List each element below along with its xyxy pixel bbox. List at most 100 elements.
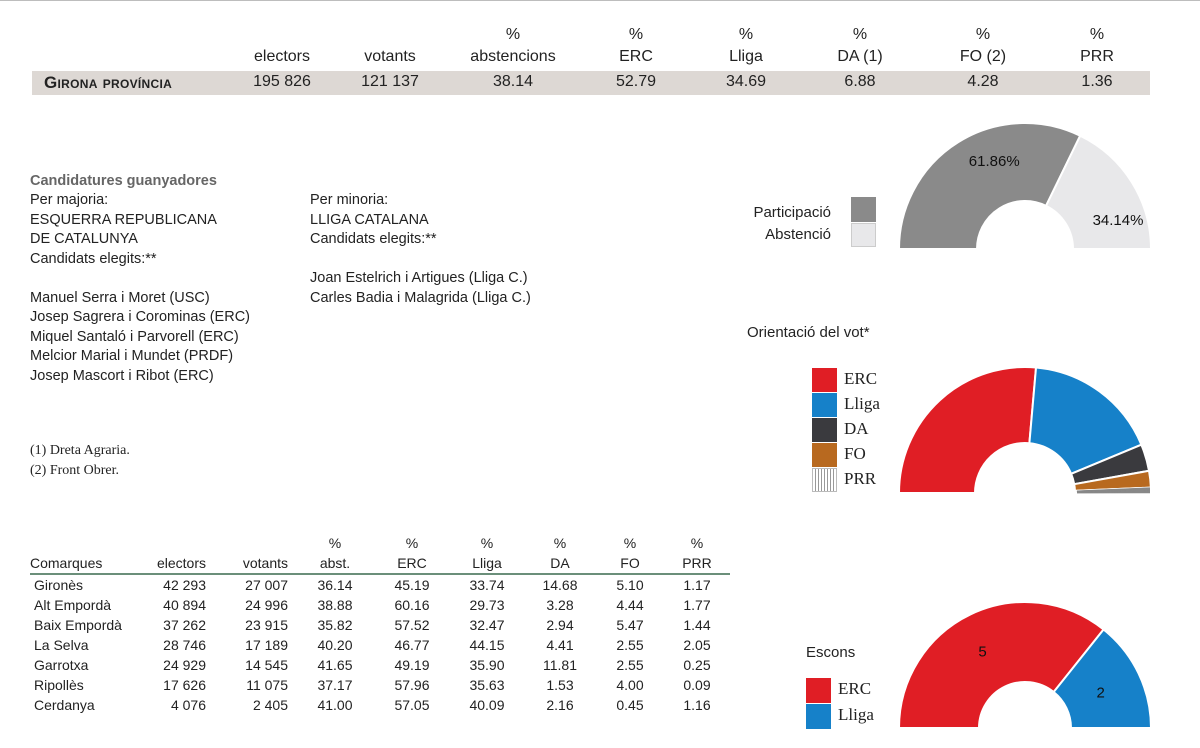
table-cell: 5.47 xyxy=(616,617,644,633)
table-cell: 1.17 xyxy=(683,577,711,593)
legend-label: FO xyxy=(844,444,866,463)
legend-swatch xyxy=(806,704,831,729)
table-cell: 2.55 xyxy=(616,657,644,673)
majority-candidate: Manuel Serra i Moret (USC) xyxy=(30,289,210,306)
majority-elected-label: Candidats elegits:** xyxy=(30,250,157,267)
col-label: ERC xyxy=(619,48,653,65)
summary-col-header: % ERC xyxy=(566,24,706,68)
table-cell: 2.16 xyxy=(546,697,574,713)
summary-value: 34.69 xyxy=(725,73,767,90)
pct-marker: % xyxy=(690,535,704,551)
slice-label: 61.86% xyxy=(969,153,1020,170)
table-cell: 0.25 xyxy=(683,657,711,673)
table-cell: 2.94 xyxy=(546,617,574,633)
legend-label: Lliga xyxy=(838,705,874,724)
table-cell: 44.15 xyxy=(469,637,505,653)
table-cell: Garrotxa xyxy=(34,657,89,673)
table-cell: 42 293 xyxy=(163,577,206,593)
legend-swatch xyxy=(812,368,837,392)
vote-chart-title: Orientació del vot* xyxy=(747,324,870,341)
col-header-erc: ERC xyxy=(397,555,427,571)
pct-marker: % xyxy=(738,26,754,43)
minority-block: Per minoria: LLIGA CATALANA Candidats el… xyxy=(310,191,531,308)
summary-row-band xyxy=(32,71,1150,95)
summary-col-header: electors xyxy=(212,24,352,68)
col-header-comarques: Comarques xyxy=(30,555,103,571)
table-cell: 5.10 xyxy=(616,577,644,593)
summary-value: 52.79 xyxy=(615,73,657,90)
minority-candidate: Carles Badia i Malagrida (Lliga C.) xyxy=(310,289,531,306)
pct-marker: % xyxy=(1089,26,1105,43)
table-cell: 37.17 xyxy=(317,677,353,693)
slice-lliga xyxy=(1052,628,1153,729)
participation-legend-labels: Participació Abstenció xyxy=(733,202,831,246)
table-row: Cerdanya 4 076 2 405 41.00 57.05 40.09 2.16 0.4… xyxy=(30,695,730,715)
table-cell: 23 915 xyxy=(245,617,288,633)
table-cell: 45.19 xyxy=(394,577,430,593)
slice-abstenció xyxy=(1044,134,1153,250)
pct-marker: % xyxy=(553,535,567,551)
candidatures-title: Candidatures guanyadores xyxy=(30,173,217,189)
table-cell: 57.96 xyxy=(394,677,430,693)
table-cell: 57.05 xyxy=(394,697,430,713)
table-cell: 40.20 xyxy=(317,637,353,653)
legend-swatch xyxy=(812,418,837,442)
majority-block: Per majoria: ESQUERRA REPUBLICANA DE CAT… xyxy=(30,191,250,386)
legend-label-participacio: Participació xyxy=(753,204,831,221)
col-label: votants xyxy=(364,48,416,65)
pct-marker: % xyxy=(623,535,637,551)
table-cell: 4 076 xyxy=(170,697,206,713)
pct-marker: % xyxy=(405,535,419,551)
table-cell: 27 007 xyxy=(245,577,288,593)
legend-label: Lliga xyxy=(844,394,880,413)
table-cell: 0.45 xyxy=(616,697,644,713)
footnote: (1) Dreta Agraria. xyxy=(30,443,130,458)
summary-value: 1.36 xyxy=(1081,73,1113,90)
legend-label: ERC xyxy=(838,679,872,698)
col-label: electors xyxy=(253,48,311,65)
slice-participació xyxy=(897,122,1082,250)
table-cell: 11.81 xyxy=(543,657,577,673)
table-row: Ripollès 17 626 11 075 37.17 57.96 35.63 1.53 4… xyxy=(30,675,730,695)
table-cell: Alt Empordà xyxy=(34,597,112,613)
summary-value: 121 137 xyxy=(361,73,419,90)
table-cell: 2.05 xyxy=(683,637,711,653)
legend-swatch-abstencio xyxy=(851,223,876,247)
pct-marker: % xyxy=(480,535,494,551)
table-cell: 60.16 xyxy=(394,597,430,613)
pct-marker: % xyxy=(505,26,521,43)
table-cell: La Selva xyxy=(34,637,89,653)
top-rule xyxy=(0,0,1200,1)
table-cell: 17 626 xyxy=(163,677,206,693)
legend-label: PRR xyxy=(844,469,877,488)
table-cell: 14 545 xyxy=(245,657,288,673)
table-cell: 46.77 xyxy=(394,637,430,653)
summary-value: 4.28 xyxy=(967,73,999,90)
col-header-da: DA xyxy=(550,555,570,571)
table-cell: 29.73 xyxy=(469,597,505,613)
col-header-votants: votants xyxy=(242,555,288,571)
table-cell: 32.47 xyxy=(469,617,505,633)
footnotes: (1) Dreta Agraria. (2) Front Obrer. xyxy=(30,441,130,481)
summary-col-header: % FO (2) xyxy=(913,24,1053,68)
col-header-electors: electors xyxy=(156,555,206,571)
majority-heading: Per majoria: xyxy=(30,192,109,208)
legend-swatch-participacio xyxy=(851,197,876,222)
table-cell: 28 746 xyxy=(163,637,206,653)
legend-swatch xyxy=(812,443,837,467)
table-cell: Ripollès xyxy=(34,677,84,693)
col-label: PRR xyxy=(1080,48,1114,65)
table-cell: 37 262 xyxy=(163,617,206,633)
majority-candidate: Josep Sagrera i Corominas (ERC) xyxy=(30,309,250,325)
table-cell: 57.52 xyxy=(394,617,430,633)
table-cell: 35.90 xyxy=(469,657,505,673)
table-cell: 1.77 xyxy=(683,597,711,613)
table-cell: 1.53 xyxy=(546,677,574,693)
majority-candidate: Melcior Marial i Mundet (PRDF) xyxy=(30,348,234,364)
table-cell: 3.28 xyxy=(546,597,574,613)
table-cell: Cerdanya xyxy=(34,697,95,713)
majority-party-line2: DE CATALUNYA xyxy=(30,231,138,247)
summary-col-header: % PRR xyxy=(1027,24,1167,68)
table-cell: 38.88 xyxy=(317,597,353,613)
table-cell: 0.09 xyxy=(683,677,711,693)
